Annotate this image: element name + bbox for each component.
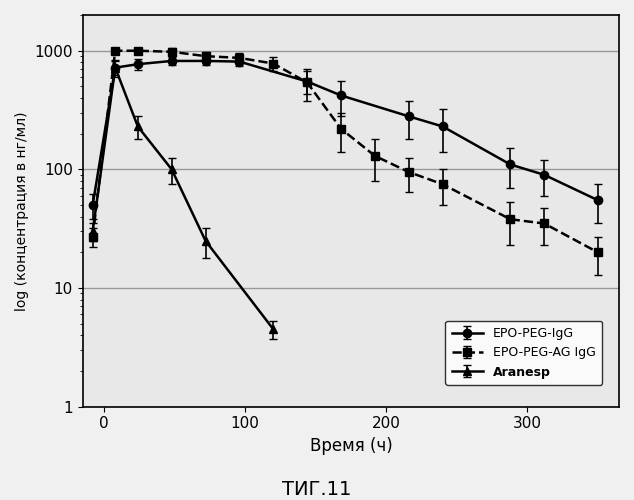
Text: ΤИГ.11: ΤИГ.11 bbox=[282, 480, 352, 499]
X-axis label: Время (ч): Время (ч) bbox=[309, 437, 392, 455]
Legend: EPO-PEG-IgG, EPO-PEG-AG IgG, Aranesp: EPO-PEG-IgG, EPO-PEG-AG IgG, Aranesp bbox=[446, 321, 602, 385]
Y-axis label: log (концентрация в нг/мл): log (концентрация в нг/мл) bbox=[15, 111, 29, 310]
